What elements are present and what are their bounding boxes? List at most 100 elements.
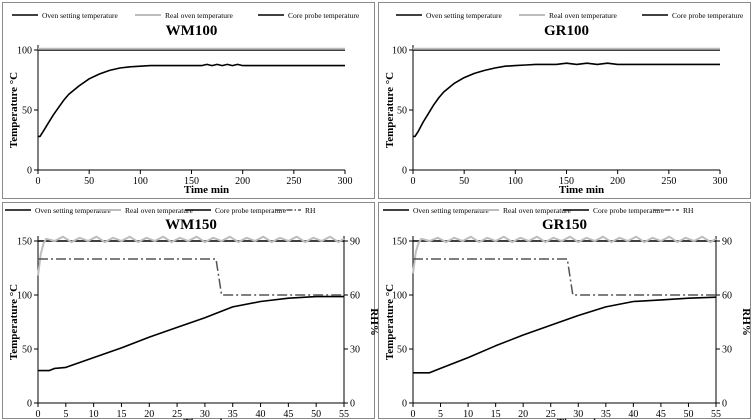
legend-label-2: Core probe temperature [672, 11, 744, 20]
x-tick-label: 0 [36, 409, 41, 420]
y-tick-label: 100 [17, 291, 32, 302]
x-tick-label: 250 [286, 176, 301, 187]
x-tick-label: 35 [601, 409, 611, 420]
x-tick-label: 25 [546, 409, 556, 420]
series-line-2 [38, 295, 344, 372]
legend-label-2: Core probe temperature [593, 206, 665, 215]
x-tick-label: 200 [235, 176, 250, 187]
x-tick-label: 55 [339, 409, 349, 420]
x-tick-label: 20 [144, 409, 154, 420]
y-tick-label: 50 [22, 106, 32, 117]
y-tick-label: 0 [27, 166, 32, 177]
x-tick-label: 10 [463, 409, 473, 420]
x-tick-label: 40 [628, 409, 638, 420]
x-tick-label: 250 [661, 176, 676, 187]
x-tick-label: 150 [559, 176, 574, 187]
y-tick-label: 0 [402, 166, 407, 177]
x-tick-label: 30 [573, 409, 583, 420]
x-tick-label: 5 [438, 409, 443, 420]
x-tick-label: 100 [133, 176, 148, 187]
legend-label-1: Real oven temperature [503, 206, 572, 215]
series-line-2 [413, 296, 717, 374]
y-right-tick-label: 60 [722, 291, 732, 302]
y-tick-label: 100 [392, 46, 407, 57]
y-right-tick-label: 30 [722, 345, 732, 356]
legend-label-1: Real oven temperature [165, 11, 234, 20]
y-tick-label: 50 [397, 106, 407, 117]
legend-label-2: Core probe temperature [215, 206, 287, 215]
series-line-3 [413, 258, 716, 296]
chart-title: WM150 [165, 217, 217, 233]
series-line-2 [38, 63, 345, 138]
legend-label-0: Oven setting temperature [426, 11, 502, 20]
chart-title: WM100 [166, 23, 218, 39]
panel-border [378, 202, 751, 419]
x-tick-label: 10 [89, 409, 99, 420]
y-tick-label: 0 [27, 399, 32, 410]
y-axis-label: Temperature °C [384, 72, 396, 148]
series-line-1 [412, 235, 717, 274]
y-tick-label: 150 [392, 237, 407, 248]
y-tick-label: 100 [17, 46, 32, 57]
chart-panel-1: Oven setting temperature Real oven temper… [378, 2, 751, 199]
panel-border [2, 202, 375, 419]
y-axis-label: Temperature °C [8, 72, 20, 148]
chart-title: GR100 [544, 23, 589, 39]
x-tick-label: 55 [711, 409, 721, 420]
y-right-tick-label: 90 [350, 237, 360, 248]
y-right-tick-label: 90 [722, 237, 732, 248]
x-tick-label: 150 [184, 176, 199, 187]
y-tick-label: 0 [402, 399, 407, 410]
legend-label-2: Core probe temperature [288, 11, 360, 20]
legend-label-3: RH [683, 206, 694, 215]
chart-panel-0: Oven setting temperature Real oven temper… [2, 2, 375, 199]
y-axis-label: Temperature °C [8, 284, 20, 360]
x-tick-label: 35 [228, 409, 238, 420]
x-tick-label: 15 [491, 409, 501, 420]
series-line-3 [38, 258, 344, 296]
legend-label-1: Real oven temperature [125, 206, 194, 215]
x-tick-label: 25 [172, 409, 182, 420]
y-right-tick-label: 30 [350, 345, 360, 356]
x-axis-label: Time min [559, 184, 604, 196]
y-tick-label: 150 [17, 237, 32, 248]
panel-border [378, 2, 751, 199]
x-tick-label: 20 [518, 409, 528, 420]
legend-label-0: Oven setting temperature [42, 11, 118, 20]
x-tick-label: 15 [116, 409, 126, 420]
x-tick-label: 50 [311, 409, 321, 420]
x-tick-label: 50 [459, 176, 469, 187]
y-tick-label: 50 [22, 345, 32, 356]
x-tick-label: 0 [36, 176, 41, 187]
y-right-tick-label: 60 [350, 291, 360, 302]
x-tick-label: 300 [338, 176, 353, 187]
x-tick-label: 0 [411, 176, 416, 187]
x-axis-label: Time min [557, 417, 602, 420]
legend-label-0: Oven setting temperature [413, 206, 489, 215]
x-tick-label: 45 [283, 409, 293, 420]
y-right-axis-label: RH% [740, 308, 752, 336]
y-axis-label: Temperature °C [384, 284, 396, 360]
x-axis-label: Time min [183, 417, 228, 420]
x-tick-label: 45 [656, 409, 666, 420]
series-line-1 [37, 235, 345, 276]
x-axis-label: Time min [184, 184, 229, 196]
legend-label-0: Oven setting temperature [35, 206, 111, 215]
legend-label-1: Real oven temperature [549, 11, 618, 20]
legend-label-3: RH [305, 206, 316, 215]
series-line-2 [413, 62, 720, 138]
y-right-tick-label: 0 [722, 399, 727, 410]
x-tick-label: 40 [256, 409, 266, 420]
y-tick-label: 100 [392, 291, 407, 302]
x-tick-label: 30 [200, 409, 210, 420]
y-right-tick-label: 0 [350, 399, 355, 410]
chart-panel-2: Oven setting temperature Real oven temper… [2, 202, 380, 420]
x-tick-label: 100 [508, 176, 523, 187]
x-tick-label: 200 [610, 176, 625, 187]
chart-panel-3: Oven setting temperature Real oven temper… [378, 202, 752, 420]
chart-title: GR150 [542, 217, 587, 233]
y-right-axis-label: RH% [368, 308, 380, 336]
x-tick-label: 50 [84, 176, 94, 187]
